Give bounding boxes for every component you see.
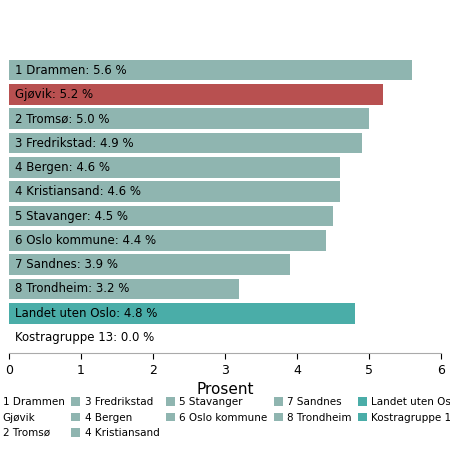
Text: 5 Stavanger: 4.5 %: 5 Stavanger: 4.5 % [15,209,128,222]
Bar [9,133,362,154]
Text: 3 Fredrikstad: 4.9 %: 3 Fredrikstad: 4.9 % [15,137,133,149]
Bar [9,279,239,299]
Legend: 1 Drammen, Gjøvik, 2 Tromsø, 3 Fredrikstad, 4 Bergen, 4 Kristiansand, 5 Stavange: 1 Drammen, Gjøvik, 2 Tromsø, 3 Fredrikst… [0,397,450,438]
Bar [9,206,333,226]
Text: 7 Sandnes: 3.9 %: 7 Sandnes: 3.9 % [15,258,118,271]
Bar [9,108,369,129]
Text: 4 Bergen: 4.6 %: 4 Bergen: 4.6 % [15,161,110,174]
Bar [9,254,290,275]
X-axis label: Prosent: Prosent [196,382,254,397]
Bar [9,60,412,81]
Text: Kostragruppe 13: 0.0 %: Kostragruppe 13: 0.0 % [15,331,154,344]
Text: 8 Trondheim: 3.2 %: 8 Trondheim: 3.2 % [15,282,129,295]
Text: 4 Kristiansand: 4.6 %: 4 Kristiansand: 4.6 % [15,185,141,198]
Text: Gjøvik: 5.2 %: Gjøvik: 5.2 % [15,88,93,101]
Bar [9,230,326,251]
Text: Landet uten Oslo: 4.8 %: Landet uten Oslo: 4.8 % [15,307,157,320]
Text: 6 Oslo kommune: 4.4 %: 6 Oslo kommune: 4.4 % [15,234,156,247]
Bar [9,303,355,323]
Bar [9,84,383,105]
Text: 1 Drammen: 5.6 %: 1 Drammen: 5.6 % [15,64,126,77]
Bar [9,181,340,202]
Bar [9,157,340,178]
Text: 2 Tromsø: 5.0 %: 2 Tromsø: 5.0 % [15,112,109,125]
